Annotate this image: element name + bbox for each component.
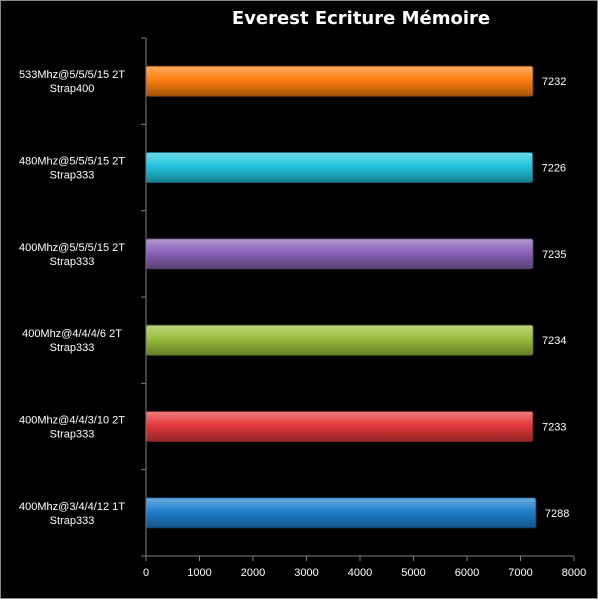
category-label-line1: 480Mhz@5/5/5/15 2T: [19, 156, 125, 168]
category-label-4: 400Mhz@4/4/4/6 2T Strap333: [22, 328, 122, 354]
x-tick-label-1: 1000: [187, 567, 211, 579]
bar-1: [145, 65, 534, 97]
category-label-line1: 400Mhz@3/4/4/12 1T: [19, 501, 125, 513]
category-label-line1: 400Mhz@5/5/5/15 2T: [19, 242, 125, 254]
category-label-line1: 400Mhz@4/4/4/6 2T: [22, 328, 122, 340]
category-label-line1: 400Mhz@4/4/3/10 2T: [19, 415, 125, 427]
x-tick-label-3: 3000: [294, 567, 318, 579]
category-label-line2: Strap333: [50, 170, 95, 182]
bar-6: [145, 497, 537, 529]
category-label-5: 400Mhz@4/4/3/10 2T Strap333: [19, 415, 125, 441]
x-tick-label-6: 6000: [455, 567, 479, 579]
x-tick-label-7: 7000: [508, 567, 532, 579]
value-label-5: 7233: [542, 422, 566, 434]
x-tick-label-8: 8000: [562, 567, 586, 579]
category-label-1: 533Mhz@5/5/5/15 2T Strap400: [19, 69, 125, 95]
x-tick-label-5: 5000: [401, 567, 425, 579]
value-label-4: 7234: [542, 335, 566, 347]
bar-3: [145, 238, 534, 270]
category-label-line2: Strap333: [50, 515, 95, 527]
category-label-3: 400Mhz@5/5/5/15 2T Strap333: [19, 242, 125, 268]
x-tick-label-4: 4000: [348, 567, 372, 579]
category-label-line2: Strap333: [50, 256, 95, 268]
bar-4: [145, 324, 534, 356]
bar-5: [145, 411, 534, 442]
category-label-2: 480Mhz@5/5/5/15 2T Strap333: [19, 156, 125, 182]
x-tick-label-0: 0: [143, 567, 149, 579]
category-label-6: 400Mhz@3/4/4/12 1T Strap333: [19, 501, 125, 527]
bar-2: [145, 152, 533, 183]
value-label-2: 7226: [542, 163, 566, 175]
category-label-line1: 533Mhz@5/5/5/15 2T: [19, 69, 125, 81]
category-label-line2: Strap333: [50, 429, 95, 441]
value-label-3: 7235: [542, 249, 566, 261]
category-label-line2: Strap333: [50, 342, 95, 354]
value-label-6: 7288: [545, 508, 569, 520]
value-label-1: 7232: [542, 76, 566, 88]
chart-title: Everest Ecriture Mémoire: [231, 8, 491, 29]
x-tick-label-2: 2000: [241, 567, 265, 579]
category-label-line2: Strap400: [50, 83, 95, 95]
